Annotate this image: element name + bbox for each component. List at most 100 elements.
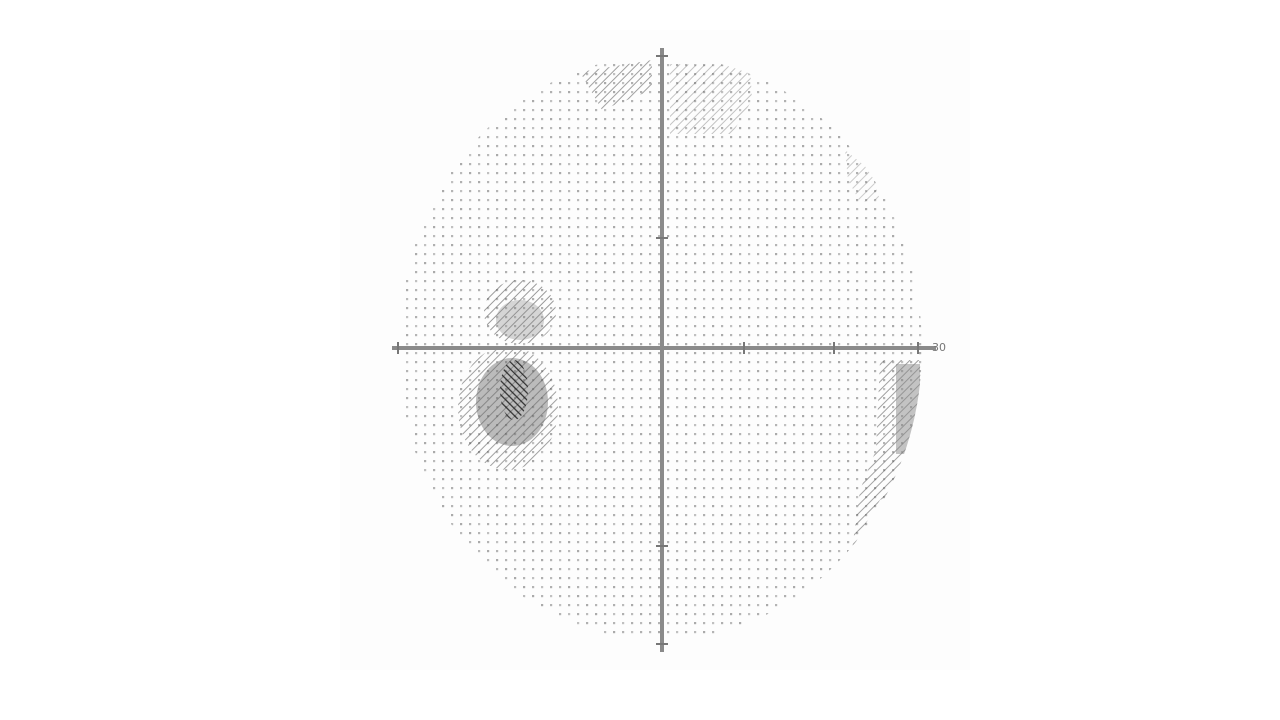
test-point xyxy=(460,316,463,319)
test-point xyxy=(478,172,481,175)
test-point xyxy=(739,460,742,463)
test-point xyxy=(892,271,895,274)
test-point xyxy=(568,433,571,436)
test-point xyxy=(604,343,607,346)
test-point xyxy=(748,244,751,247)
test-point xyxy=(667,280,670,283)
test-point xyxy=(586,559,589,562)
test-point xyxy=(469,235,472,238)
test-point xyxy=(730,496,733,499)
test-point xyxy=(802,523,805,526)
test-point xyxy=(586,190,589,193)
test-point xyxy=(568,604,571,607)
test-point xyxy=(496,235,499,238)
test-point xyxy=(586,154,589,157)
test-point xyxy=(730,523,733,526)
test-point xyxy=(622,604,625,607)
test-point xyxy=(640,298,643,301)
test-point xyxy=(622,478,625,481)
test-point xyxy=(433,334,436,337)
test-point xyxy=(712,262,715,265)
test-point xyxy=(748,604,751,607)
test-point xyxy=(568,145,571,148)
test-point xyxy=(739,469,742,472)
test-point xyxy=(901,316,904,319)
test-point xyxy=(811,253,814,256)
test-point xyxy=(766,181,769,184)
test-point xyxy=(838,541,841,544)
test-point xyxy=(829,469,832,472)
test-point xyxy=(559,82,562,85)
test-point xyxy=(847,208,850,211)
test-point xyxy=(532,523,535,526)
test-point xyxy=(775,460,778,463)
test-point xyxy=(469,505,472,508)
test-point xyxy=(856,217,859,220)
test-point xyxy=(730,442,733,445)
test-point xyxy=(820,226,823,229)
test-point xyxy=(856,262,859,265)
test-point xyxy=(757,433,760,436)
test-point xyxy=(649,217,652,220)
test-point xyxy=(847,226,850,229)
test-point xyxy=(748,253,751,256)
test-point xyxy=(649,397,652,400)
test-point xyxy=(865,253,868,256)
test-point xyxy=(568,586,571,589)
test-point xyxy=(820,496,823,499)
test-point xyxy=(415,370,418,373)
test-point xyxy=(514,208,517,211)
test-point xyxy=(847,424,850,427)
test-point xyxy=(649,388,652,391)
test-point xyxy=(775,244,778,247)
test-point xyxy=(712,532,715,535)
test-point xyxy=(487,163,490,166)
test-point xyxy=(541,199,544,202)
test-point xyxy=(703,172,706,175)
test-point xyxy=(919,361,922,364)
test-point xyxy=(811,352,814,355)
test-point xyxy=(784,253,787,256)
test-point xyxy=(802,451,805,454)
test-point xyxy=(694,613,697,616)
test-point xyxy=(523,514,526,517)
test-point xyxy=(559,262,562,265)
test-point xyxy=(730,298,733,301)
test-point xyxy=(910,352,913,355)
test-point xyxy=(559,568,562,571)
test-point xyxy=(523,550,526,553)
test-point xyxy=(577,496,580,499)
test-point xyxy=(730,532,733,535)
test-point xyxy=(613,496,616,499)
test-point xyxy=(577,514,580,517)
test-point xyxy=(595,262,598,265)
test-point xyxy=(595,163,598,166)
test-point xyxy=(532,559,535,562)
test-point xyxy=(676,469,679,472)
test-point xyxy=(739,343,742,346)
test-point xyxy=(784,586,787,589)
test-point xyxy=(577,199,580,202)
test-point xyxy=(676,316,679,319)
test-point xyxy=(748,541,751,544)
test-point xyxy=(496,271,499,274)
test-point xyxy=(919,316,922,319)
test-point xyxy=(676,388,679,391)
test-point xyxy=(712,523,715,526)
test-point xyxy=(604,451,607,454)
test-point xyxy=(568,442,571,445)
test-point xyxy=(721,541,724,544)
test-point xyxy=(577,91,580,94)
test-point xyxy=(910,334,913,337)
test-point xyxy=(658,550,661,553)
test-point xyxy=(703,487,706,490)
test-point xyxy=(586,469,589,472)
test-point xyxy=(496,208,499,211)
test-point xyxy=(703,145,706,148)
test-point xyxy=(604,316,607,319)
test-point xyxy=(847,325,850,328)
test-point xyxy=(676,550,679,553)
test-point xyxy=(775,397,778,400)
test-point xyxy=(811,568,814,571)
test-point xyxy=(595,334,598,337)
